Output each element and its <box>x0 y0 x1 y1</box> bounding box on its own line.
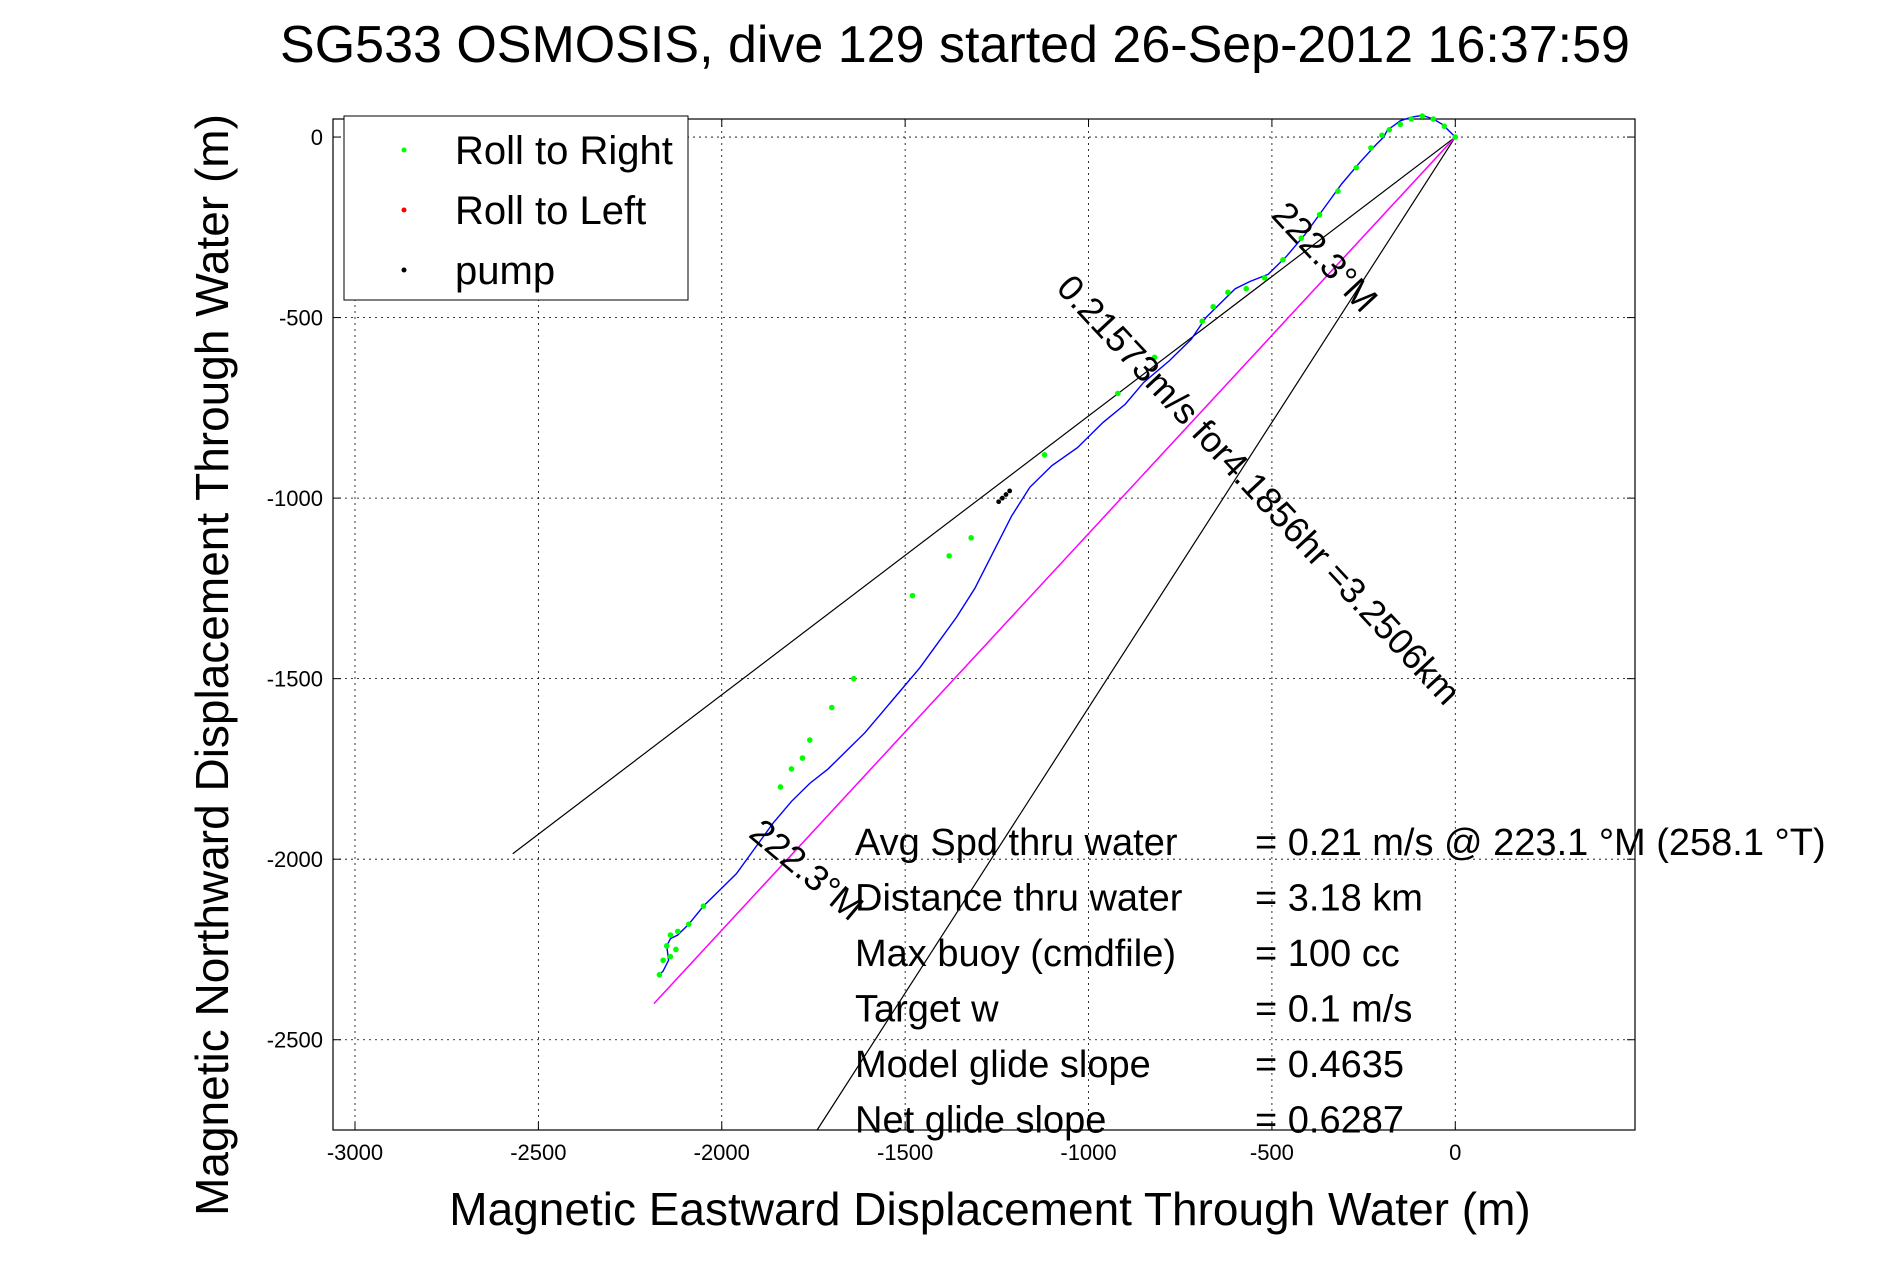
stat-label: Net glide slope <box>855 1100 1106 1142</box>
fan-line <box>816 136 1456 1131</box>
stat-label: Avg Spd thru water <box>855 822 1178 864</box>
roll-right-point <box>1151 354 1158 361</box>
roll-right-point <box>1441 123 1448 130</box>
plot-area: 222.3°M0.21573m/s for4.1856hr =3.2506km2… <box>332 113 1636 1131</box>
legend-marker <box>401 147 407 153</box>
roll-right-point <box>777 784 784 790</box>
roll-right-point <box>1316 211 1323 218</box>
stat-label: Max buoy (cmdfile) <box>855 933 1176 975</box>
legend-label: Roll to Left <box>455 189 646 233</box>
roll-right-point <box>667 953 674 960</box>
fan-lines <box>512 136 1456 1131</box>
roll-right-point <box>1397 121 1404 128</box>
roll-right-point <box>788 766 795 772</box>
y-axis-label: Magnetic Northward Displacement Through … <box>186 114 238 1216</box>
roll-right-point <box>656 971 663 978</box>
roll-right-point <box>1298 235 1305 241</box>
pump-points <box>996 488 1013 505</box>
x-tick-label: 0 <box>1449 1140 1461 1165</box>
legend-marker <box>401 267 407 273</box>
roll-right-point <box>667 932 674 938</box>
roll-right-point <box>1368 145 1374 151</box>
stat-value: = 0.21 m/s @ 223.1 °M (258.1 °T) <box>1255 822 1826 864</box>
roll-right-point <box>1335 188 1341 195</box>
roll-right-point <box>946 553 952 559</box>
y-tick-label: -2500 <box>267 1028 323 1053</box>
roll-right-points <box>656 113 1459 978</box>
pump-point <box>996 499 1002 505</box>
y-axis-ticks: 0 -500 -1000 -1500 -2000 -2500 <box>267 125 1635 1053</box>
stat-label: Model glide slope <box>855 1044 1151 1086</box>
roll-right-point <box>1419 113 1426 119</box>
pump-point <box>1003 492 1009 497</box>
y-tick-label: -1500 <box>267 667 323 692</box>
x-tick-label: -2000 <box>694 1140 750 1165</box>
legend-box <box>343 115 689 301</box>
heading-line <box>653 136 1456 1005</box>
y-tick-label: -2000 <box>267 847 323 872</box>
roll-right-point <box>700 903 707 909</box>
roll-right-point <box>660 957 666 964</box>
roll-right-point <box>674 928 681 935</box>
roll-right-point <box>1041 451 1048 458</box>
stat-value: = 3.18 km <box>1255 878 1423 920</box>
roll-right-point <box>799 755 806 761</box>
roll-right-point <box>1430 116 1437 122</box>
legend-label: pump <box>455 249 555 293</box>
legend-label: Roll to Right <box>455 129 673 173</box>
roll-right-point <box>1386 127 1393 133</box>
stats-annotations: Avg Spd thru water = 0.21 m/s @ 223.1 °M … <box>855 822 1826 1142</box>
stat-label: Distance thru water <box>855 878 1183 920</box>
y-tick-label: -1000 <box>267 486 323 511</box>
roll-right-point <box>673 946 679 953</box>
roll-right-point <box>1243 285 1250 292</box>
stat-value: = 0.6287 <box>1255 1100 1404 1142</box>
stat-value: = 100 cc <box>1255 933 1400 975</box>
x-axis-label: Magnetic Eastward Displacement Through W… <box>449 1183 1530 1235</box>
roll-right-point <box>1199 318 1206 325</box>
roll-right-point <box>851 675 857 682</box>
stat-value: = 0.1 m/s <box>1255 989 1412 1031</box>
pump-point <box>1007 488 1013 494</box>
roll-right-point <box>1115 390 1121 397</box>
y-tick-label: -500 <box>279 306 323 331</box>
roll-right-point <box>1225 289 1231 296</box>
roll-right-point <box>1210 303 1217 310</box>
roll-right-point <box>909 592 916 599</box>
x-axis-ticks: -3000 -2500 -2000 -1500 -1000 -500 0 <box>327 119 1461 1165</box>
x-tick-label: -500 <box>1250 1140 1294 1165</box>
fan-line <box>512 136 1456 855</box>
roll-right-point <box>663 943 670 949</box>
chart-title: SG533 OSMOSIS, dive 129 started 26-Sep-2… <box>280 16 1630 74</box>
legend-marker <box>401 207 407 213</box>
x-tick-label: -1000 <box>1060 1140 1116 1165</box>
roll-right-point <box>1353 164 1360 171</box>
roll-right-point <box>828 704 835 711</box>
y-tick-label: 0 <box>311 125 323 150</box>
roll-right-point <box>1408 116 1415 122</box>
roll-right-point <box>1280 257 1286 263</box>
roll-right-point <box>1261 275 1268 281</box>
roll-right-point <box>685 921 692 927</box>
x-tick-label: -2500 <box>510 1140 566 1165</box>
roll-right-point <box>806 737 813 743</box>
x-tick-label: -3000 <box>327 1140 383 1165</box>
stat-label: Target w <box>855 989 999 1031</box>
x-tick-label: -1500 <box>877 1140 933 1165</box>
legend: Roll to Right Roll to Left pump <box>343 115 689 301</box>
roll-right-point <box>968 535 974 541</box>
roll-right-point <box>1452 134 1459 140</box>
roll-right-point <box>1379 132 1385 139</box>
stat-value: = 0.4635 <box>1255 1044 1404 1086</box>
pump-point <box>999 495 1005 501</box>
